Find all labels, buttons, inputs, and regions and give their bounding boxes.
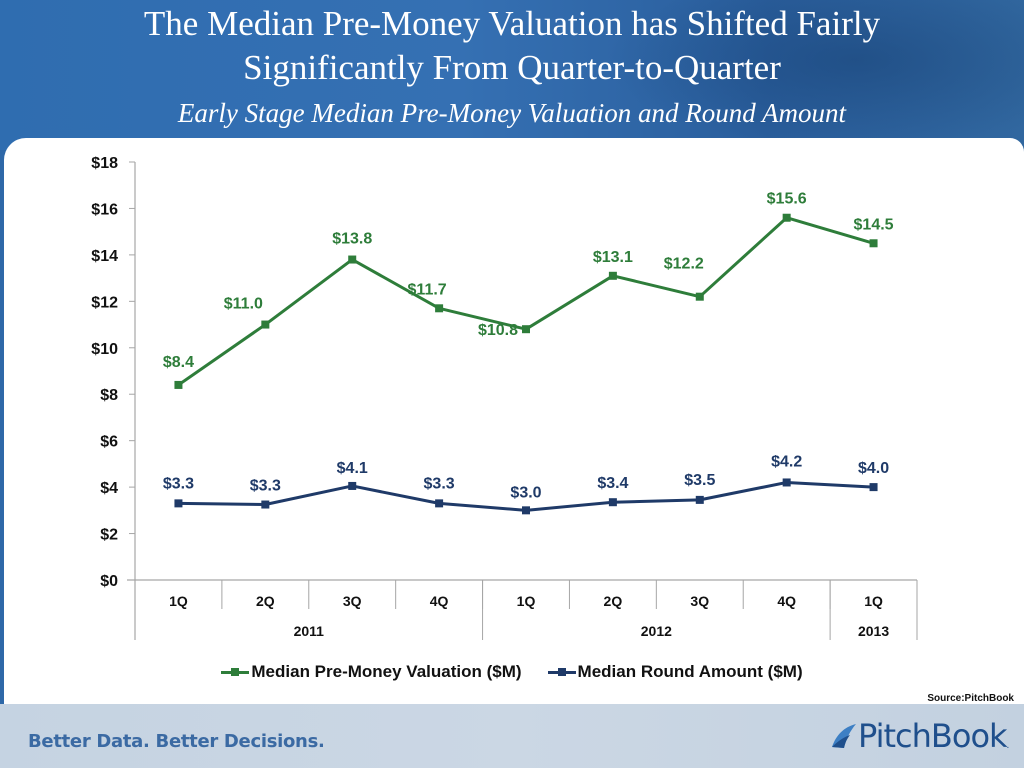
data-point-marker [608, 498, 617, 507]
data-label: $11.7 [408, 281, 447, 298]
data-label: $13.8 [332, 231, 372, 248]
chart-legend: Median Pre-Money Valuation ($M) Median R… [0, 662, 1024, 682]
chart-panel [4, 138, 1024, 704]
data-point-marker [348, 255, 357, 264]
y-tick-label: $8 [100, 387, 118, 404]
data-labels: $8.4 $11.0 $13.8 $11.7 $10.8 $13.1 $12.2 $15.6 $… [163, 191, 894, 502]
x-tick-label: 2Q [604, 593, 623, 609]
data-point-marker [869, 239, 878, 248]
legend-item-valuation: Median Pre-Money Valuation ($M) [221, 662, 522, 682]
data-label: $3.3 [250, 478, 281, 495]
data-label: $8.4 [163, 354, 194, 371]
data-label: $4.2 [771, 453, 802, 470]
y-tick-label: $2 [100, 527, 118, 544]
data-label: $12.2 [664, 256, 704, 273]
data-point-marker [348, 481, 357, 490]
data-label: $3.5 [684, 472, 715, 489]
x-tick-label: 4Q [430, 593, 449, 609]
footer-tagline: Better Data. Better Decisions. [28, 731, 325, 752]
data-label: $11.0 [224, 296, 263, 313]
x-tick-label: 2Q [256, 593, 275, 609]
legend-swatch-round [547, 667, 576, 676]
year-label: 2013 [858, 623, 889, 639]
series-lines [174, 213, 878, 515]
world-map-background [604, 0, 1024, 150]
legend-label-round: Median Round Amount ($M) [577, 662, 803, 681]
logo-dot: . [1006, 739, 1010, 751]
x-tick-label: 1Q [864, 593, 883, 609]
data-point-marker [869, 483, 878, 492]
data-point-marker [435, 304, 444, 313]
data-point-marker [261, 500, 270, 509]
source-note: Source:PitchBook [927, 693, 1014, 704]
data-point-marker [782, 213, 791, 222]
year-label: 2012 [641, 623, 672, 639]
x-tick-label: 1Q [517, 593, 536, 609]
data-label: $3.3 [163, 475, 194, 492]
y-tick-label: $14 [91, 248, 118, 265]
data-point-marker [522, 325, 530, 334]
slide-title-line2: Significantly From Quarter-to-Quarter [243, 48, 781, 87]
x-tick-label: 4Q [777, 593, 796, 609]
data-label: $14.5 [854, 216, 894, 233]
data-label: $3.3 [424, 475, 455, 492]
y-tick-label: $6 [100, 434, 118, 451]
legend-swatch-valuation [221, 667, 250, 676]
data-point-marker [435, 499, 444, 508]
axes: $0 $2 $4 $6 $8 $10 $12 $14 $16 $18 1Q 2Q 3Q 4Q 1Q 2Q 3Q 4… [91, 155, 918, 640]
data-label: $4.0 [858, 460, 889, 477]
data-point-marker [174, 380, 183, 389]
y-tick-label: $10 [91, 341, 118, 358]
x-tick-label: 1Q [169, 593, 188, 609]
chart-subtitle: Early Stage Median Pre-Money Valuation a… [177, 98, 847, 128]
data-point-marker [608, 271, 617, 280]
data-point-marker [695, 292, 704, 301]
data-point-marker [174, 499, 183, 508]
data-label: $3.4 [597, 475, 628, 492]
y-tick-label: $0 [100, 573, 118, 590]
data-label: $10.8 [478, 322, 518, 339]
legend-label-valuation: Median Pre-Money Valuation ($M) [251, 662, 522, 681]
y-tick-label: $16 [91, 201, 118, 218]
y-tick-label: $4 [100, 480, 118, 497]
data-point-marker [695, 495, 704, 504]
data-label: $4.1 [337, 460, 368, 477]
logo-text: PitchBook [858, 717, 1008, 755]
legend-item-round: Median Round Amount ($M) [547, 662, 803, 682]
slide-title-line1: The Median Pre-Money Valuation has Shift… [143, 4, 881, 43]
pitchbook-logo: PitchBook . [828, 716, 1009, 756]
data-point-marker [261, 320, 270, 329]
data-label: $3.0 [510, 484, 541, 501]
slide-header [0, 0, 1024, 150]
series-line-valuation [177, 216, 874, 387]
y-tick-label: $12 [91, 294, 118, 311]
data-label: $15.6 [767, 191, 807, 208]
data-label: $13.1 [593, 249, 633, 266]
data-point-marker [522, 506, 530, 515]
y-tick-label: $18 [91, 155, 118, 172]
pitchbook-logo-icon [832, 724, 856, 748]
data-point-marker [782, 478, 791, 487]
year-label: 2011 [294, 623, 325, 639]
x-tick-label: 3Q [690, 593, 709, 609]
x-tick-label: 3Q [343, 593, 362, 609]
slide-footer [0, 704, 1024, 768]
